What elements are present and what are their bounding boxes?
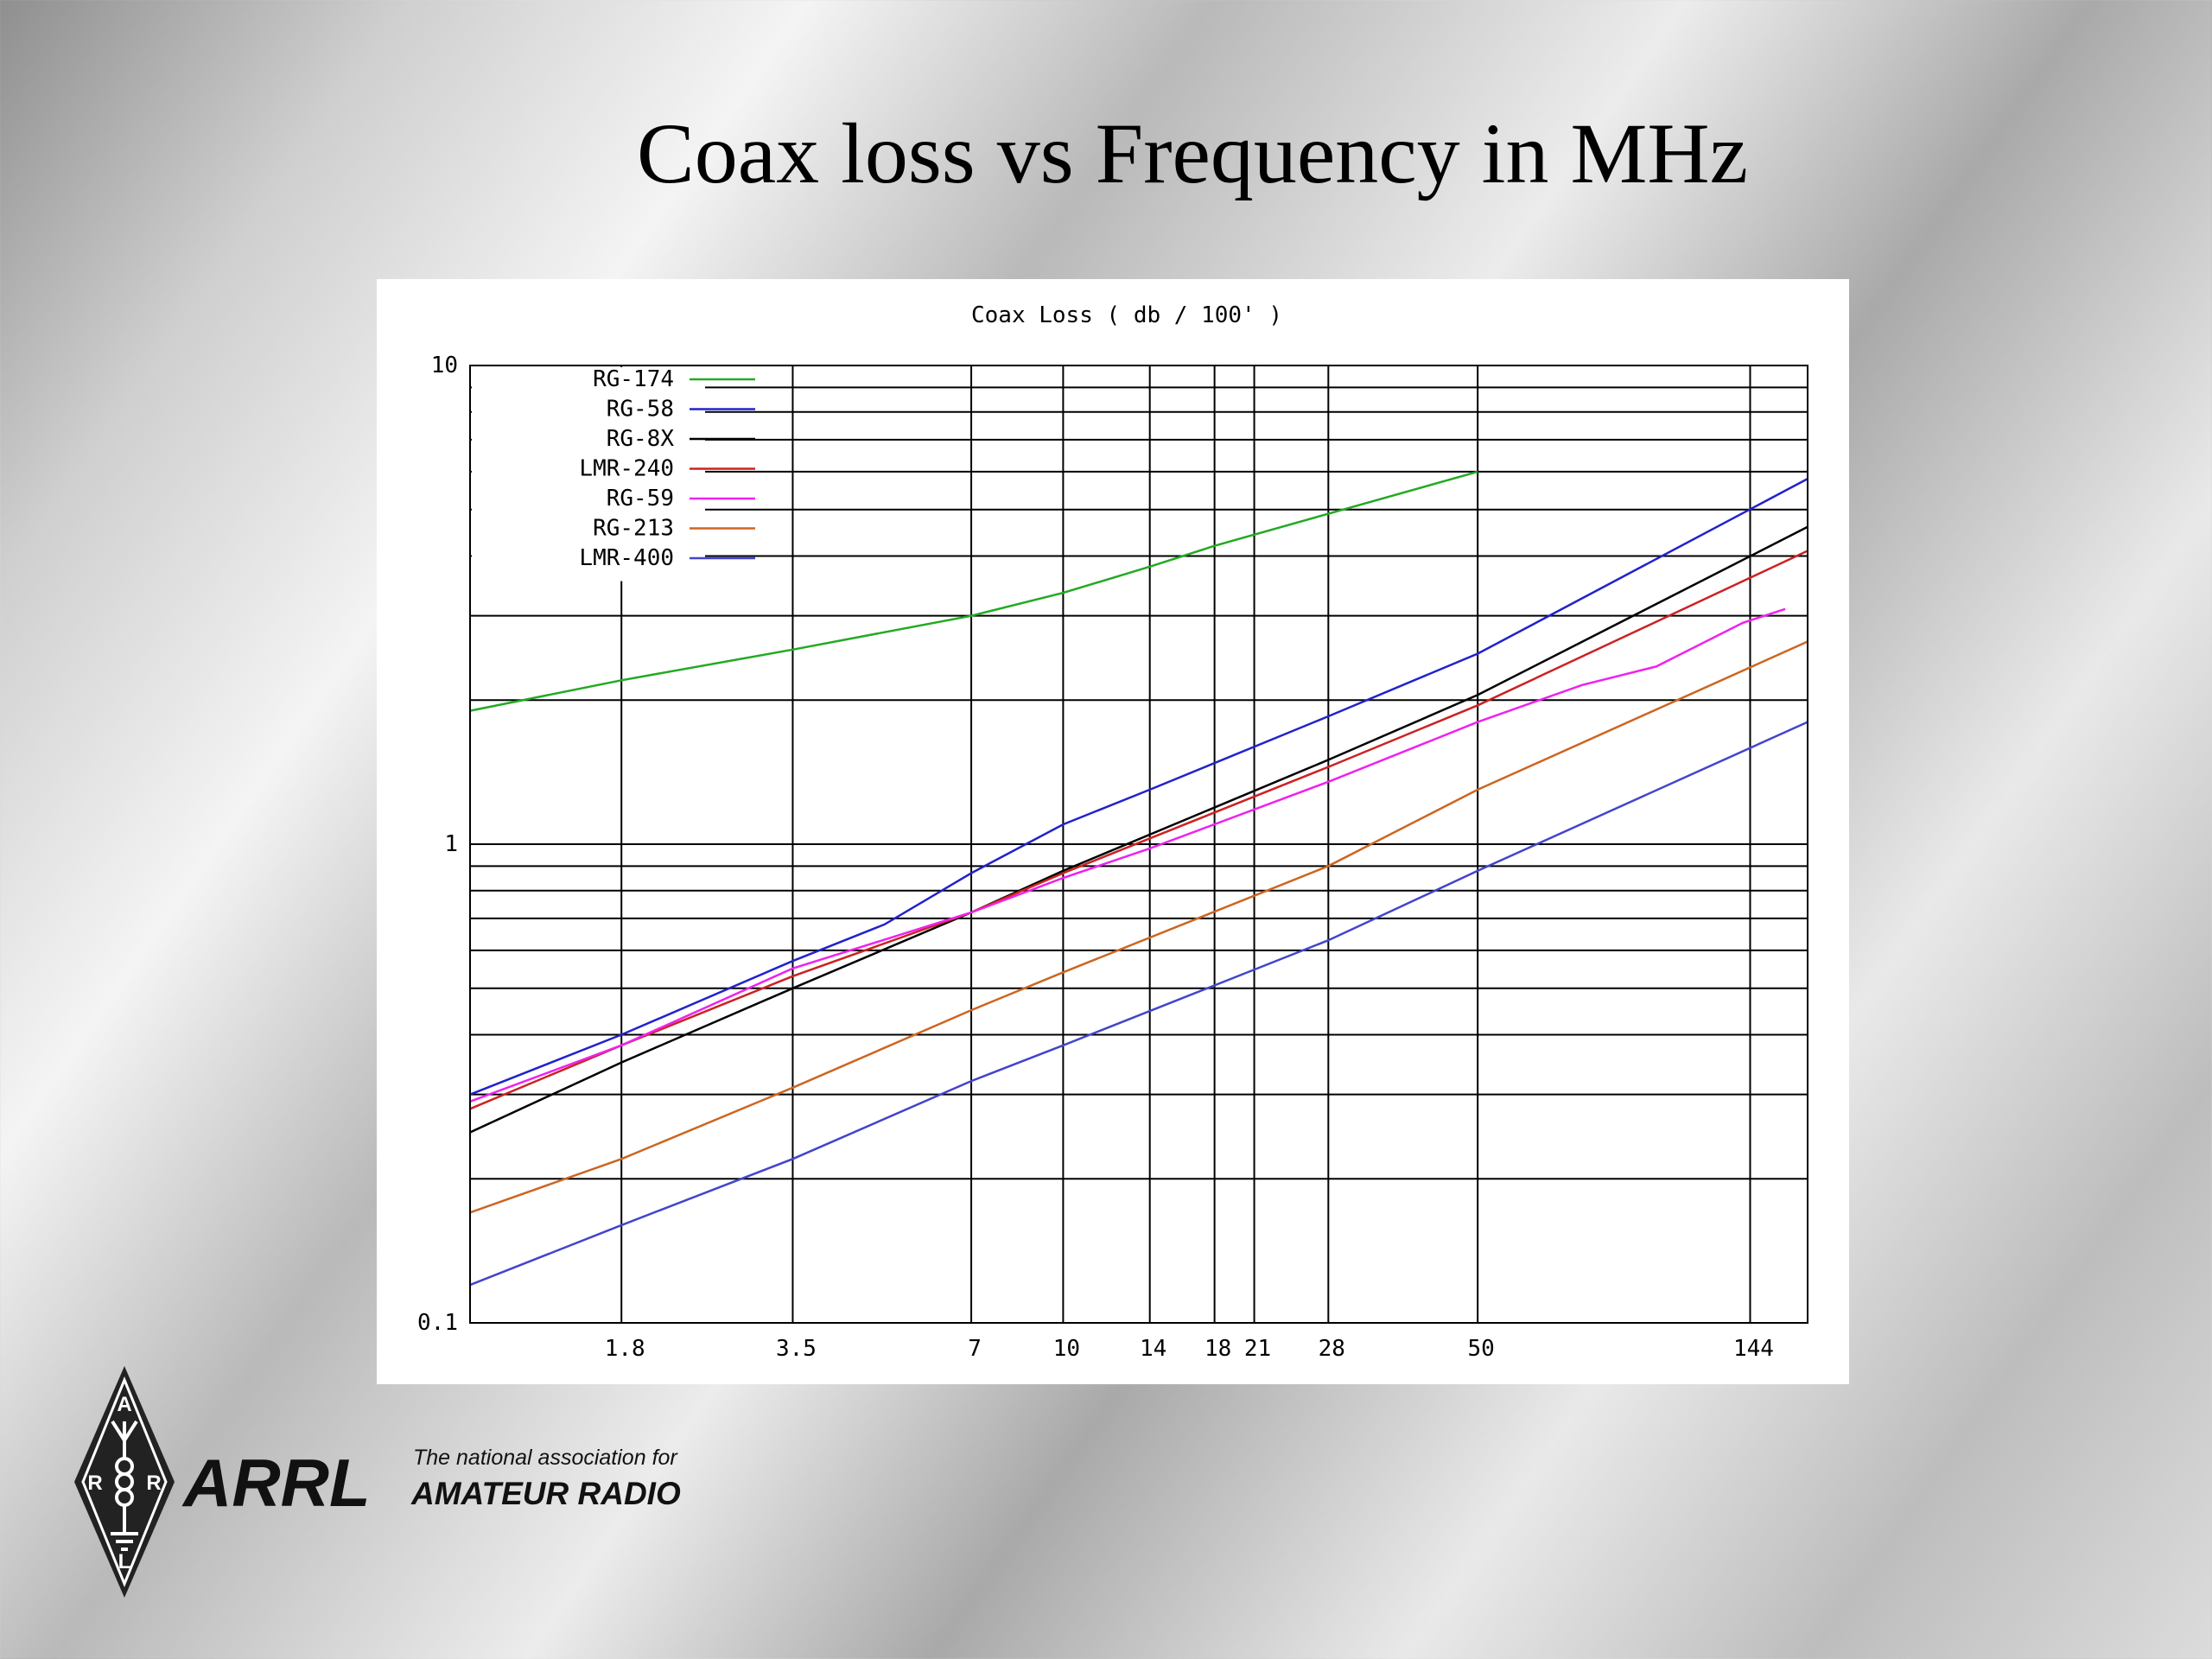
series-line-rg-58 — [469, 477, 1808, 1096]
x-tick-label: 10 — [1053, 1336, 1080, 1362]
legend-background — [472, 367, 705, 582]
logo-tagline-line2: AMATEUR RADIO — [410, 1476, 681, 1511]
x-tick-label: 7 — [968, 1336, 982, 1362]
x-tick-label: 144 — [1733, 1336, 1774, 1362]
legend-label-lmr-400: LMR-400 — [579, 545, 674, 571]
logo-wordmark: ARRL — [181, 1445, 371, 1521]
legend-label-rg-59: RG-59 — [607, 486, 674, 512]
x-tick-label: 14 — [1140, 1336, 1166, 1362]
x-tick-label: 50 — [1468, 1336, 1495, 1362]
legend-label-rg-174: RG-174 — [593, 366, 674, 392]
series-line-lmr-240 — [469, 550, 1808, 1110]
series-line-rg-8x — [469, 525, 1808, 1134]
x-tick-label: 1.8 — [605, 1336, 645, 1362]
diamond-letter-bottom: L — [118, 1550, 131, 1573]
series-line-rg-174 — [469, 470, 1478, 712]
series-line-rg-213 — [469, 640, 1808, 1214]
axis-layer: 10 1 0.1 1.8 3.5 7 10 14 18 21 28 50 144 — [417, 353, 1774, 1362]
chart-title: Coax Loss ( db / 100' ) — [971, 302, 1282, 328]
arrl-logo: A R R L ARRL The national association fo… — [74, 1366, 681, 1598]
diamond-letter-left: R — [87, 1471, 102, 1495]
y-tick-label: 1 — [444, 831, 458, 857]
legend: RG-174 RG-58 RG-8X LMR-240 RG-59 RG-213 LMR-40… — [579, 366, 755, 571]
series-line-rg-59 — [469, 607, 1786, 1103]
x-tick-label: 18 — [1205, 1336, 1231, 1362]
legend-label-rg-58: RG-58 — [607, 397, 674, 423]
chart-panel: Coax Loss ( db / 100' ) 10 1 0.1 1.8 3.5 7 10 1… — [377, 279, 1849, 1384]
legend-label-rg-213: RG-213 — [593, 516, 674, 542]
series-layer — [469, 470, 1808, 1287]
diamond-letter-top: A — [117, 1393, 131, 1416]
legend-label-rg-8x: RG-8X — [607, 426, 675, 452]
logo-tagline-line1: The national association for — [413, 1446, 678, 1470]
y-tick-label: 10 — [431, 353, 458, 378]
series-line-lmr-400 — [469, 721, 1808, 1287]
x-tick-label: 21 — [1244, 1336, 1271, 1362]
x-tick-label: 28 — [1319, 1336, 1345, 1362]
arrl-diamond-icon: A R R L — [74, 1366, 175, 1598]
x-tick-label: 3.5 — [776, 1336, 817, 1362]
slide-title: Coax loss vs Frequency in MHz — [637, 105, 1748, 201]
legend-label-lmr-240: LMR-240 — [579, 456, 674, 482]
y-tick-label: 0.1 — [417, 1310, 458, 1336]
diamond-letter-right: R — [146, 1471, 161, 1495]
plot-frame — [469, 365, 1808, 1324]
